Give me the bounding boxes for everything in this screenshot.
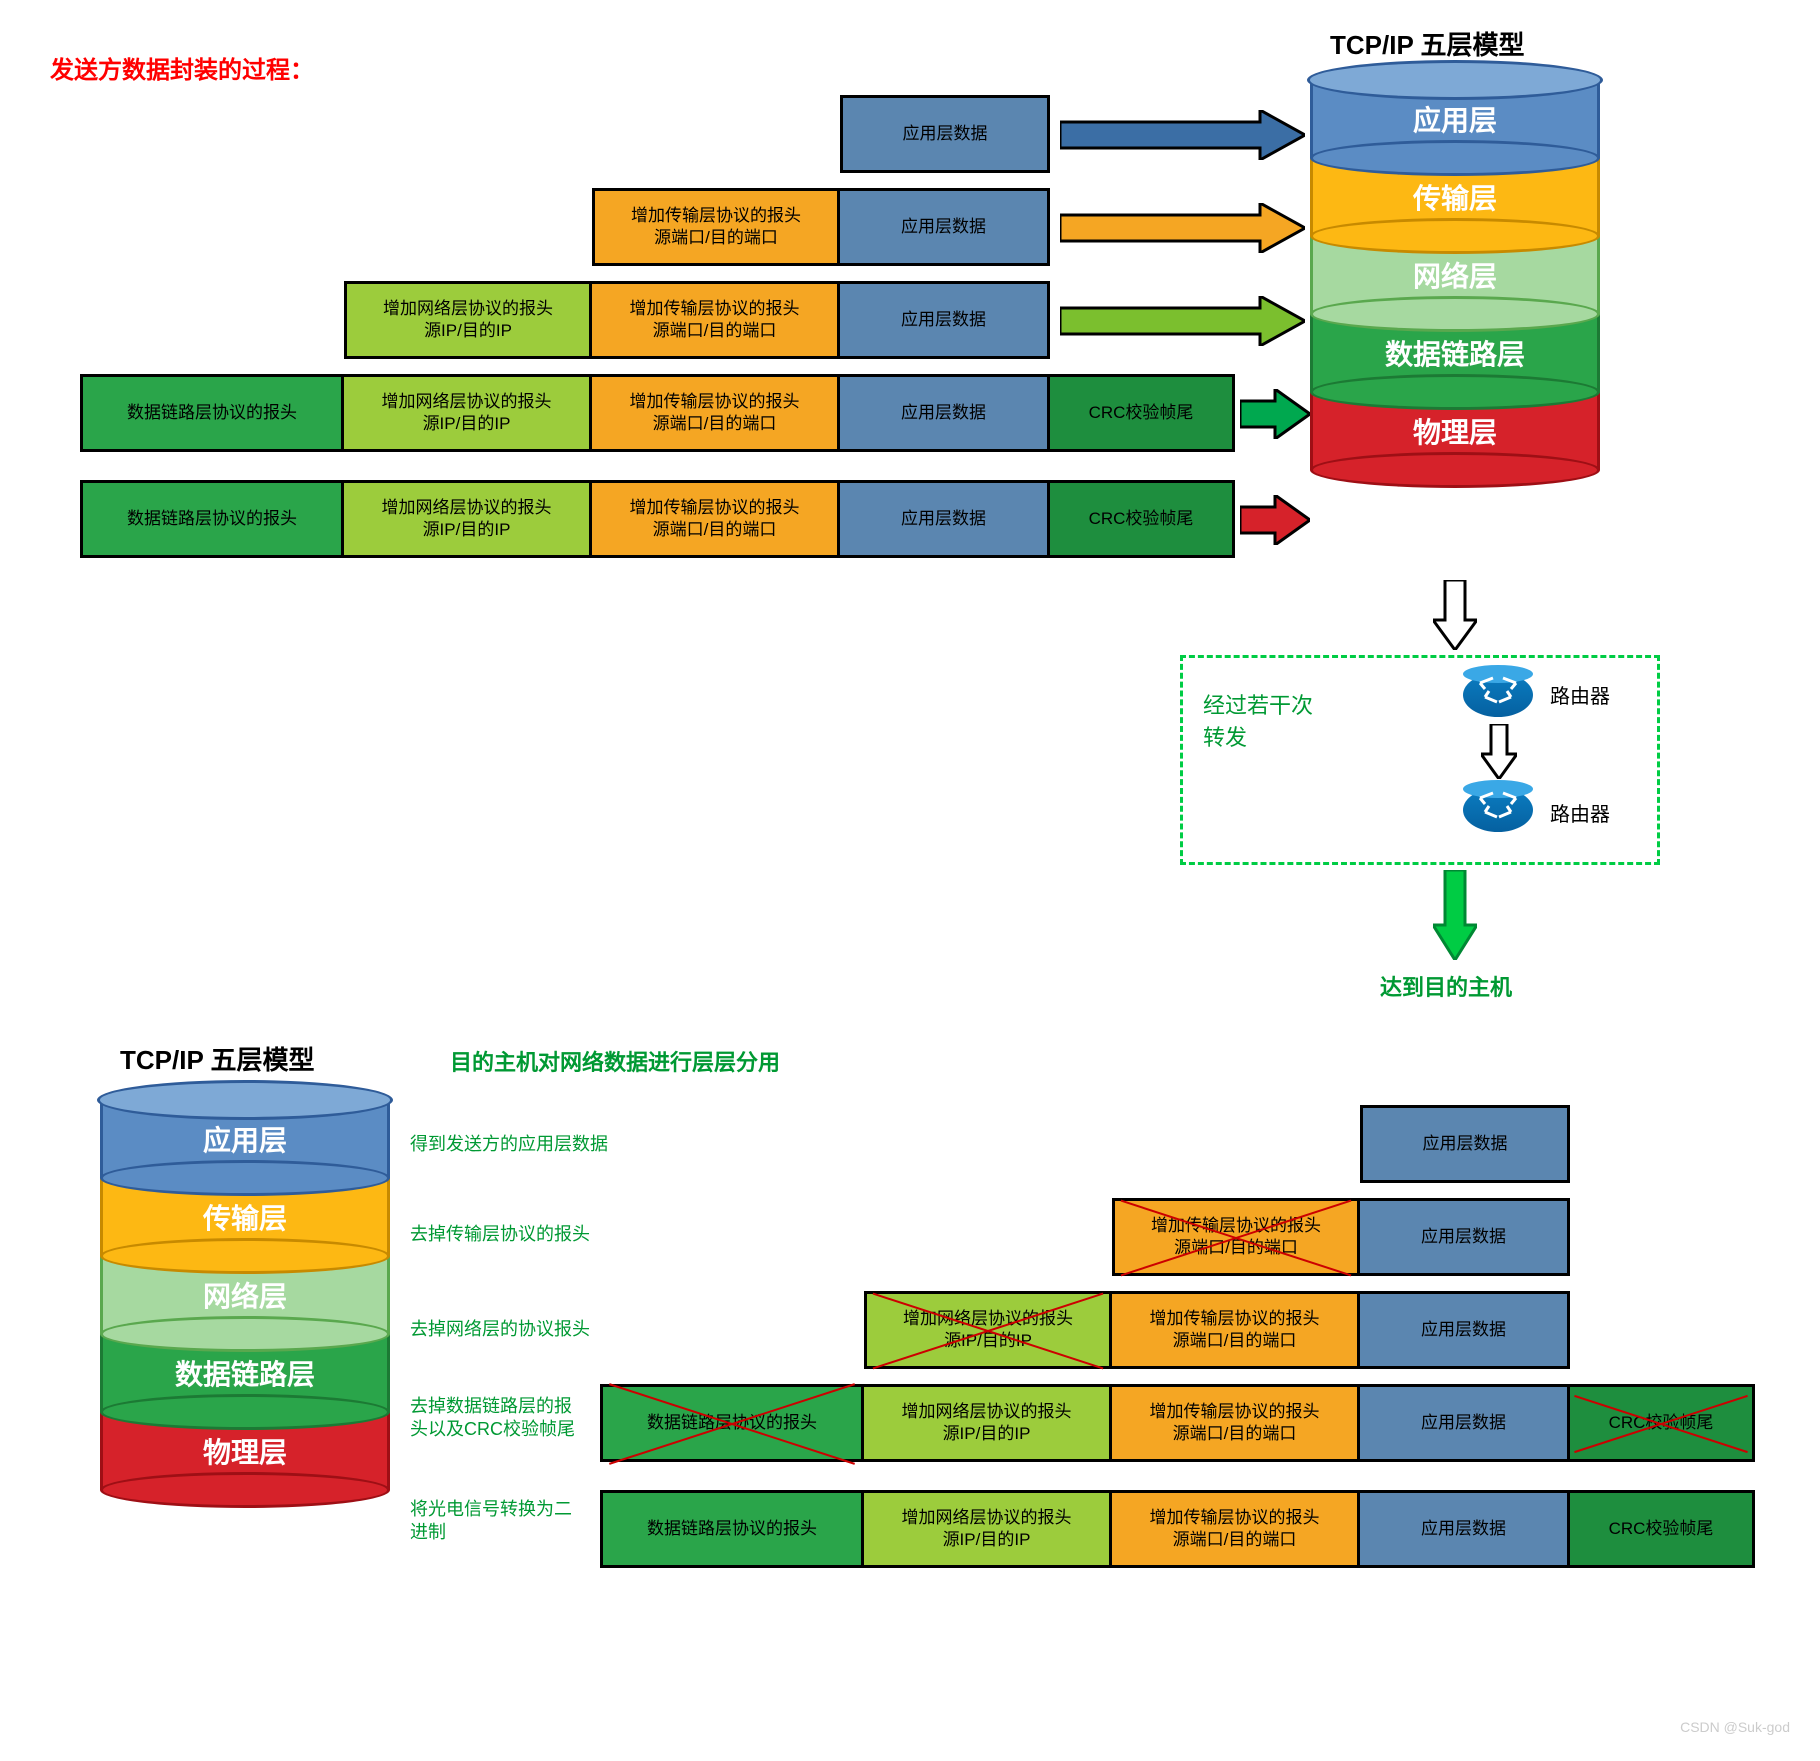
model-layer-label: 物理层 — [203, 1431, 287, 1471]
cell-network-header: 增加网络层协议的报头 源IP/目的IP — [344, 281, 592, 359]
cell-network-header: 增加网络层协议的报头 源IP/目的IP — [344, 480, 592, 558]
cyl-bottom — [100, 1238, 390, 1274]
arrow-datalink — [1240, 389, 1310, 439]
cyl-bottom — [100, 1160, 390, 1196]
router-icon-1 — [1463, 673, 1533, 722]
model-layer-label: 传输层 — [1413, 177, 1497, 217]
model-layer-label: 数据链路层 — [1385, 333, 1525, 373]
watermark: CSDN @Suk-god — [1680, 1719, 1790, 1735]
cell-transport-header: 增加传输层协议的报头 源端口/目的端口 — [592, 281, 840, 359]
model-stack-bottom: 应用层传输层网络层数据链路层物理层 — [100, 1100, 390, 1490]
send-row-3: 增加网络层协议的报头 源IP/目的IP 增加传输层协议的报头 源端口/目的端口 … — [344, 281, 1050, 359]
model-layer-label: 物理层 — [1413, 411, 1497, 451]
cell-crc: CRC校验帧尾 — [1570, 1490, 1755, 1568]
ann-datalink: 去掉数据链路层的报头以及CRC校验帧尾 — [410, 1395, 580, 1442]
cell-transport-header: 增加传输层协议的报头 源端口/目的端口 — [1112, 1490, 1360, 1568]
ann-network: 去掉网络层的协议报头 — [410, 1315, 590, 1341]
send-row-5: 数据链路层协议的报头 增加网络层协议的报头 源IP/目的IP 增加传输层协议的报… — [80, 480, 1235, 558]
router-label-1b: 路由器 — [1550, 680, 1610, 709]
send-title: 发送方数据封装的过程： — [50, 50, 314, 85]
cell-transport-header: 增加传输层协议的报头 源端口/目的端口 — [592, 480, 840, 558]
ann-physical: 将光电信号转换为二进制 — [410, 1498, 580, 1545]
arrow-down-to-routers — [1433, 580, 1477, 650]
cell-transport-header: 增加传输层协议的报头 源端口/目的端口 — [1112, 1384, 1360, 1462]
cyl-bottom — [1310, 140, 1600, 176]
cell-app-data: 应用层数据 — [840, 188, 1050, 266]
cell-datalink-header: 数据链路层协议的报头 — [80, 480, 344, 558]
cyl-top — [97, 1080, 393, 1120]
arrow-transport — [1060, 203, 1305, 253]
router-icon-2 — [1463, 788, 1533, 837]
cell-transport-header: 增加传输层协议的报头 源端口/目的端口 — [592, 374, 840, 452]
send-row-2: 增加传输层协议的报头 源端口/目的端口 应用层数据 — [592, 188, 1050, 266]
model-layer-label: 网络层 — [203, 1275, 287, 1315]
cell-app-data: 应用层数据 — [840, 95, 1050, 173]
router-label-2: 路由器 — [1550, 798, 1610, 827]
arrow-physical — [1240, 495, 1310, 545]
cell-network-header-crossed: 增加网络层协议的报头 源IP/目的IP — [864, 1291, 1112, 1369]
cyl-bottom — [100, 1394, 390, 1430]
cyl-bottom — [100, 1316, 390, 1352]
cell-app-data: 应用层数据 — [840, 480, 1050, 558]
model-layer-label: 传输层 — [203, 1197, 287, 1237]
cell-datalink-header-crossed: 数据链路层协议的报头 — [600, 1384, 864, 1462]
recv-row-2: 增加传输层协议的报头 源端口/目的端口 应用层数据 — [1112, 1198, 1570, 1276]
cell-transport-header-crossed: 增加传输层协议的报头 源端口/目的端口 — [1112, 1198, 1360, 1276]
ann-app: 得到发送方的应用层数据 — [410, 1130, 608, 1156]
model-title-bottom: TCP/IP 五层模型 — [120, 1040, 315, 1077]
cell-network-header: 增加网络层协议的报头 源IP/目的IP — [864, 1384, 1112, 1462]
cell-transport-header: 增加传输层协议的报头 源端口/目的端口 — [1112, 1291, 1360, 1369]
model-layer-label: 数据链路层 — [175, 1353, 315, 1393]
arrow-network — [1060, 296, 1305, 346]
arrive-host-label: 达到目的主机 — [1380, 970, 1512, 1002]
recv-row-3: 增加网络层协议的报头 源IP/目的IP 增加传输层协议的报头 源端口/目的端口 … — [864, 1291, 1570, 1369]
arrow-down-to-host — [1433, 870, 1477, 960]
recv-row-4: 数据链路层协议的报头 增加网络层协议的报头 源IP/目的IP 增加传输层协议的报… — [600, 1384, 1755, 1462]
cell-transport-header: 增加传输层协议的报头 源端口/目的端口 — [592, 188, 840, 266]
cell-app-data: 应用层数据 — [1360, 1291, 1570, 1369]
model-stack-top: 应用层传输层网络层数据链路层物理层 — [1310, 80, 1600, 470]
model-layer-label: 应用层 — [203, 1119, 287, 1159]
cell-crc: CRC校验帧尾 — [1050, 374, 1235, 452]
cell-crc-crossed: CRC校验帧尾 — [1570, 1384, 1755, 1462]
cyl-top — [1307, 60, 1603, 100]
cyl-bottom — [100, 1472, 390, 1508]
recv-row-5: 数据链路层协议的报头 增加网络层协议的报头 源IP/目的IP 增加传输层协议的报… — [600, 1490, 1755, 1568]
cyl-bottom — [1310, 452, 1600, 488]
cell-app-data: 应用层数据 — [1360, 1490, 1570, 1568]
arrow-between-routers — [1481, 724, 1517, 779]
model-title-top: TCP/IP 五层模型 — [1330, 25, 1525, 62]
cell-app-data: 应用层数据 — [840, 281, 1050, 359]
cyl-bottom — [1310, 296, 1600, 332]
arrow-app — [1060, 110, 1305, 160]
diagram-container: 发送方数据封装的过程： TCP/IP 五层模型 应用层传输层网络层数据链路层物理… — [20, 20, 1800, 1740]
cell-datalink-header: 数据链路层协议的报头 — [600, 1490, 864, 1568]
cell-network-header: 增加网络层协议的报头 源IP/目的IP — [344, 374, 592, 452]
ann-transport: 去掉传输层协议的报头 — [410, 1220, 590, 1246]
model-layer-label: 应用层 — [1413, 99, 1497, 139]
cell-app-data: 应用层数据 — [1360, 1105, 1570, 1183]
cell-app-data: 应用层数据 — [1360, 1384, 1570, 1462]
cell-app-data: 应用层数据 — [840, 374, 1050, 452]
cell-datalink-header: 数据链路层协议的报头 — [80, 374, 344, 452]
send-row-4: 数据链路层协议的报头 增加网络层协议的报头 源IP/目的IP 增加传输层协议的报… — [80, 374, 1235, 452]
cell-network-header: 增加网络层协议的报头 源IP/目的IP — [864, 1490, 1112, 1568]
cyl-bottom — [1310, 218, 1600, 254]
cyl-bottom — [1310, 374, 1600, 410]
model-layer-label: 网络层 — [1413, 255, 1497, 295]
send-row-1: 应用层数据 — [840, 95, 1050, 173]
recv-row-1: 应用层数据 — [1360, 1105, 1570, 1183]
cell-app-data: 应用层数据 — [1360, 1198, 1570, 1276]
cell-crc: CRC校验帧尾 — [1050, 480, 1235, 558]
recv-title: 目的主机对网络数据进行层层分用 — [450, 1045, 780, 1077]
